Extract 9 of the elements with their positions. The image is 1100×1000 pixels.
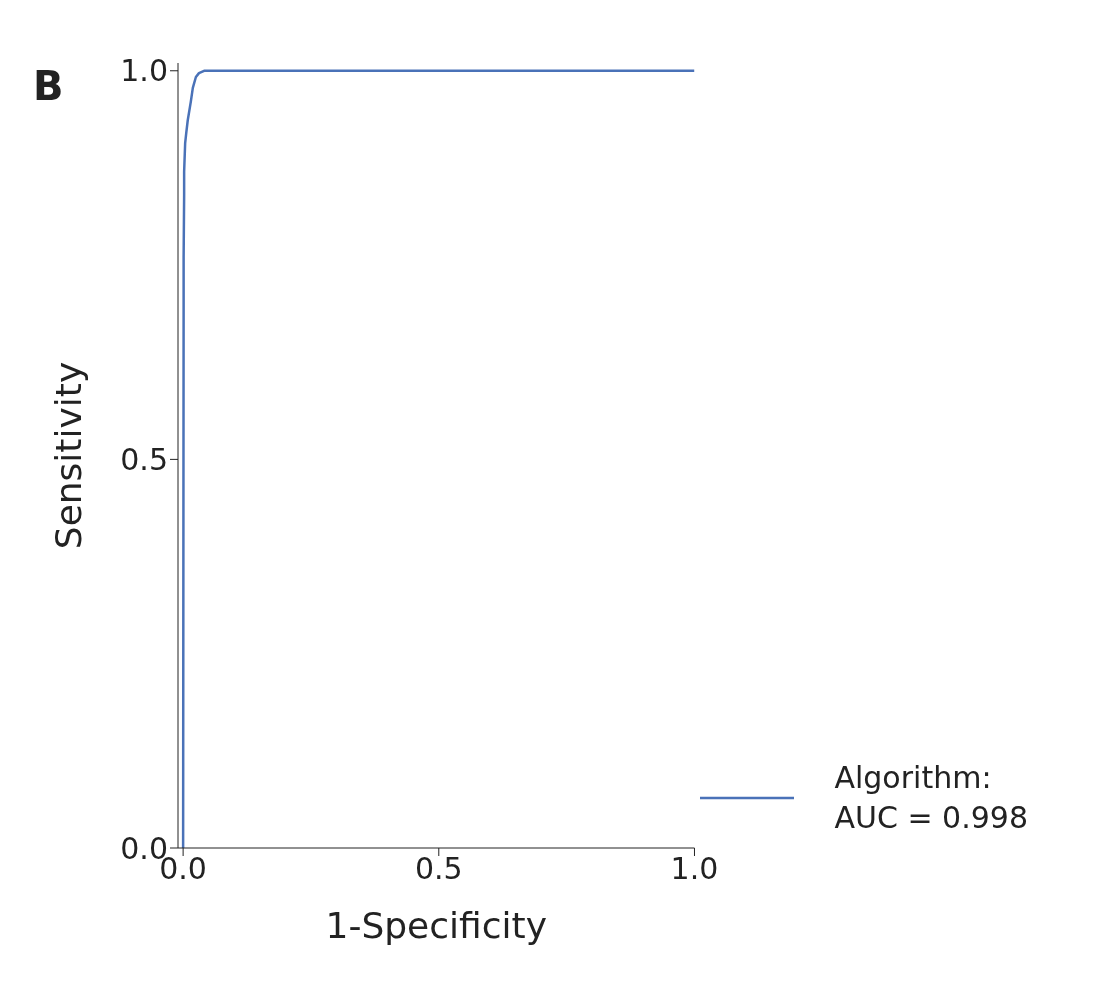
y-tick-label: 1.0 [120, 53, 168, 89]
line-series [181, 69, 695, 848]
legend-label: Algorithm: AUC = 0.998 [834, 759, 1028, 837]
x-tick-label: 1.0 [670, 851, 719, 887]
x-axis-title: 1-Specificity [325, 905, 547, 946]
y-axis-title: Sensitivity [47, 361, 89, 550]
x-tick-label: 0.5 [414, 851, 463, 887]
y-tick-label: 0.5 [120, 442, 168, 478]
text: B [33, 63, 64, 109]
